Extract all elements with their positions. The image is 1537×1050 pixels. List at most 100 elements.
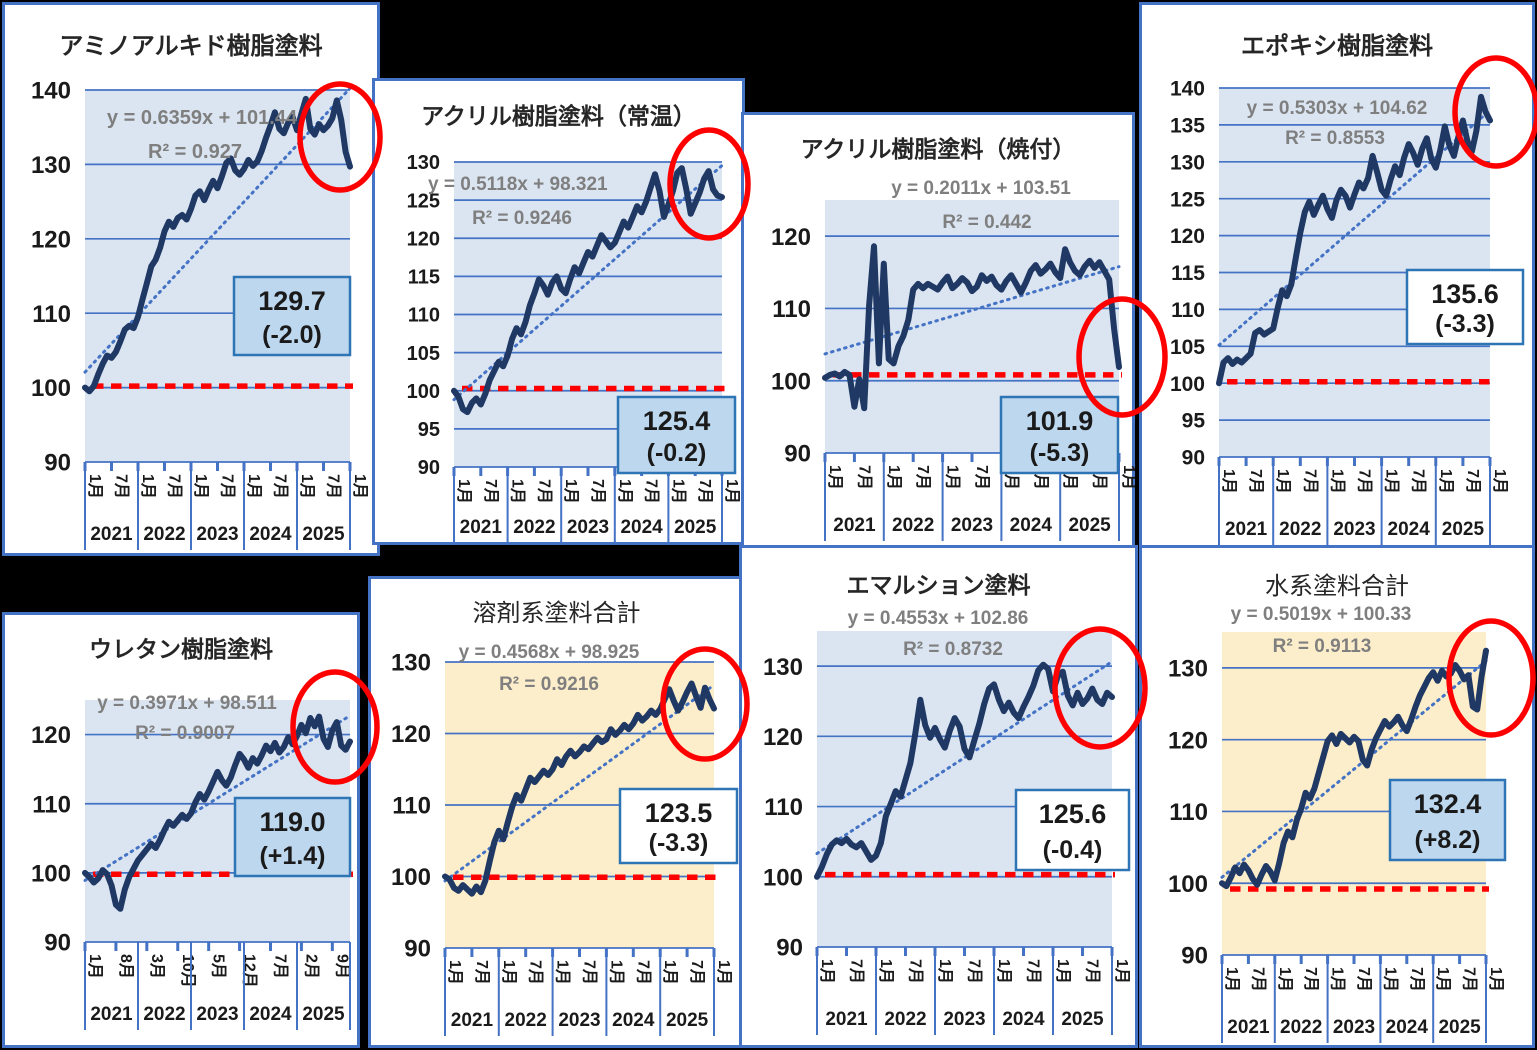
x-axis-year-label: 2021: [460, 517, 503, 538]
y-axis-label: 110: [32, 791, 71, 818]
x-axis-year-label: 2023: [951, 515, 993, 536]
x-axis-month-label: 1月: [616, 479, 634, 504]
chart-panel-1: 140 130 120 110 100 90 1月 7月 1月 7月 1月 7月 1月 7月 1月 7月 1月 2…: [2, 2, 380, 556]
latest-value: 129.7: [258, 286, 326, 316]
x-axis-month-label: 7月: [473, 960, 491, 985]
x-axis-month-label: 1月: [139, 474, 157, 499]
x-axis-month-label: 1月: [1437, 469, 1455, 494]
trendline-r2: R² = 0.9113: [1273, 636, 1372, 657]
x-axis-year-label: 2024: [612, 1010, 655, 1031]
trendline-r2: R² = 0.9216: [499, 674, 599, 695]
latest-change: (+1.4): [259, 842, 325, 870]
x-axis-year-label: 2024: [1010, 515, 1053, 536]
x-axis-month-label: 7月: [1464, 469, 1482, 494]
x-axis-year-label: 2023: [943, 1009, 985, 1030]
y-axis-label: 130: [407, 152, 440, 174]
x-axis-year-label: 2025: [1068, 515, 1111, 536]
x-axis-year-label: 2025: [302, 524, 345, 545]
chart-svg: 130 120 110 100 90 1月 7月 1月 7月 1月 7月 1月 7月 1月 7月 1月 2021…: [368, 576, 745, 1048]
x-axis-month-label: 1月: [1491, 469, 1509, 494]
x-axis-year-label: 2023: [558, 1010, 600, 1031]
trendline-equation: y = 0.4568x + 98.925: [459, 642, 640, 663]
x-axis-month-label: 1月: [1383, 469, 1401, 494]
x-axis-month-label: 7月: [855, 465, 873, 490]
x-axis-year-label: 2024: [249, 524, 292, 545]
x-axis-month-label: 1月: [554, 960, 572, 985]
x-axis-year-label: 2022: [1279, 519, 1321, 540]
chart-panel-2: 130 125 120 115 110 105 100 95 90 1月 7月 1月 7月 1月 7月 1月 7…: [372, 78, 745, 545]
trendline-equation: y = 0.2011x + 103.51: [891, 178, 1071, 199]
x-axis-month-label: 7月: [1249, 967, 1267, 992]
x-axis-month-label: 7月: [482, 479, 500, 504]
x-axis-month-label: 7月: [634, 960, 652, 985]
y-axis-label: 140: [31, 78, 71, 105]
y-axis-label: 90: [404, 936, 431, 963]
chart-panel-4: 140 135 130 125 120 115 110 105 100 95 90 1月 7月 1月 7月 1…: [1139, 2, 1535, 557]
y-axis-label: 100: [771, 368, 811, 395]
latest-value: 135.6: [1431, 279, 1499, 309]
y-axis-label: 130: [391, 650, 431, 677]
y-axis-label: 95: [418, 419, 440, 441]
latest-change: (-3.3): [649, 829, 709, 857]
latest-value-box: [232, 275, 352, 357]
chart-title: ウレタン樹脂塗料: [89, 636, 273, 662]
latest-value-box: [1388, 778, 1507, 862]
x-axis-month-label: 3月: [148, 954, 166, 979]
chart-svg: 140 130 120 110 100 90 1月 7月 1月 7月 1月 7月 1月 7月 1月 7月 1月 2…: [2, 2, 380, 556]
x-axis-month-label: 7月: [1356, 469, 1374, 494]
price-index-line: [1219, 647, 1489, 890]
x-axis-year-label: 2021: [825, 1009, 868, 1030]
y-axis-label: 90: [44, 930, 71, 957]
x-axis-month-label: 7月: [1084, 959, 1102, 984]
x-axis-month-label: 7月: [1247, 469, 1265, 494]
x-axis-year-label: 2023: [1333, 519, 1375, 540]
x-axis-month-label: 1月: [661, 960, 679, 985]
x-axis-month-label: 1月: [500, 960, 518, 985]
x-axis-month-label: 1月: [826, 465, 844, 490]
trendline-equation: y = 0.3971x + 98.511: [97, 693, 277, 714]
x-axis-month-label: 7月: [166, 474, 184, 499]
x-axis-month-label: 1月: [607, 960, 625, 985]
latest-value: 132.4: [1414, 789, 1482, 819]
x-axis-month-label: 1月: [1113, 959, 1131, 984]
y-axis-label: 100: [31, 375, 71, 402]
x-axis-year-label: 2021: [451, 1010, 494, 1031]
x-axis-year-label: 2025: [1438, 1017, 1481, 1038]
latest-value-box: [233, 796, 352, 878]
price-index-line: [822, 243, 1122, 412]
x-axis-month-label: 7月: [1461, 967, 1479, 992]
x-axis-year-label: 2025: [666, 1010, 709, 1031]
trendline-equation: y = 0.5118x + 98.321: [428, 174, 608, 195]
y-axis-label: 120: [407, 228, 440, 250]
x-axis-month-label: 7月: [688, 960, 706, 985]
x-axis-month-label: 1月: [1487, 967, 1505, 992]
x-axis-month-label: 1月: [455, 479, 473, 504]
x-axis-month-label: 5月: [210, 954, 228, 979]
chart-panel-7: 130 120 110 100 90 1月 7月 1月 7月 1月 7月 1月 7月 1月 7月 1月 2021…: [739, 545, 1138, 1048]
y-axis-label: 120: [31, 226, 71, 253]
y-axis-label: 110: [408, 305, 440, 327]
latest-value-box: [616, 395, 737, 475]
x-axis-year-label: 2021: [833, 515, 876, 536]
x-axis-year-label: 2021: [1227, 1017, 1270, 1038]
y-axis-label: 130: [31, 152, 71, 179]
x-axis-month-label: 7月: [219, 474, 237, 499]
x-axis-month-label: 7月: [1025, 959, 1043, 984]
x-axis-year-label: 2025: [1061, 1009, 1104, 1030]
x-axis-month-label: 7月: [272, 474, 290, 499]
x-axis-year-label: 2023: [196, 524, 238, 545]
x-axis-year-label: 2025: [1442, 519, 1485, 540]
y-axis-label: 100: [31, 860, 71, 887]
x-axis-month-label: 7月: [1410, 469, 1428, 494]
x-axis-month-label: 7月: [907, 959, 925, 984]
x-axis-month-label: 1月: [298, 474, 316, 499]
chart-panel-5: 120 110 100 90 1月 8月 3月 10月 5月 12月 7月 2月 9月 2021 2022 2…: [2, 612, 360, 1048]
x-axis-month-label: 7月: [966, 959, 984, 984]
x-axis-month-label: 7月: [325, 474, 343, 499]
latest-value-box: [1014, 788, 1131, 872]
x-axis-year-label: 2024: [1388, 519, 1431, 540]
y-axis-label: 120: [391, 721, 431, 748]
x-axis-month-label: 1月: [877, 959, 895, 984]
y-axis-label: 110: [772, 296, 811, 323]
